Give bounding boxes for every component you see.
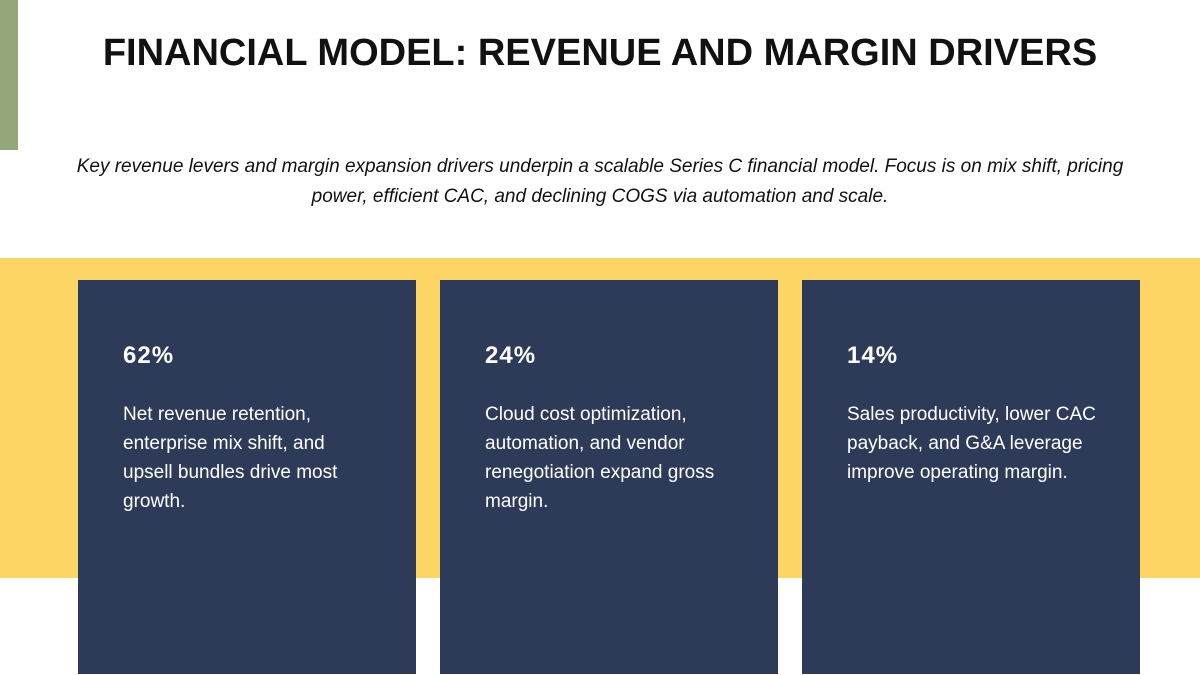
title: FINANCIAL MODEL: REVENUE AND MARGIN DRIV…: [102, 32, 1098, 74]
card: 62% Net revenue retention, enterprise mix…: [78, 280, 416, 674]
stat: 14%: [847, 342, 899, 369]
card-text: Cloud cost optimization, automation, and…: [485, 404, 715, 512]
stat: 24%: [485, 342, 537, 369]
card: 14% Sales productivity, lower CAC payback…: [802, 280, 1140, 674]
subtitle: Key revenue levers and margin expansion …: [76, 156, 1124, 207]
card-text: Net revenue retention, enterprise mix sh…: [123, 404, 338, 512]
stat: 62%: [123, 342, 175, 369]
accent-bar: [0, 0, 18, 150]
card-text: Sales productivity, lower CAC payback, a…: [847, 404, 1096, 483]
card: 24% Cloud cost optimization, automation, …: [440, 280, 778, 674]
